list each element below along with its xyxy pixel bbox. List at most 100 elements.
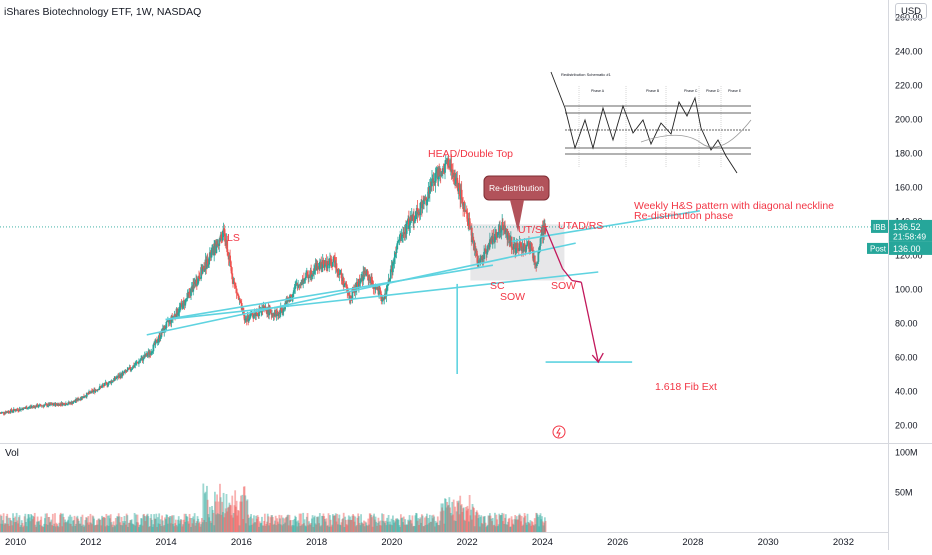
- candle-body: [25, 407, 28, 410]
- candle-body: [313, 271, 315, 275]
- candle-body: [428, 185, 431, 194]
- volume-bar: [14, 516, 17, 532]
- candle-body: [406, 220, 409, 222]
- volume-bar: [237, 510, 239, 532]
- volume-bar: [303, 523, 305, 532]
- volume-bar: [185, 516, 188, 532]
- volume-bar: [210, 522, 213, 532]
- volume-bar: [431, 515, 433, 532]
- volume-bar: [114, 526, 116, 532]
- volume-bar: [373, 513, 376, 532]
- volume-bar: [470, 509, 472, 532]
- volume-bar: [381, 520, 384, 532]
- volume-bar: [257, 516, 260, 532]
- candle-body: [154, 340, 157, 345]
- volume-bar: [117, 513, 120, 532]
- candle-body: [193, 281, 195, 284]
- volume-bar: [339, 524, 341, 532]
- volume-bar: [527, 521, 530, 532]
- volume-bar: [199, 526, 202, 532]
- volume-bar: [317, 516, 320, 532]
- volume-bar: [428, 523, 430, 532]
- candle-body: [231, 273, 234, 280]
- volume-bar: [107, 525, 110, 532]
- volume-bar: [449, 507, 451, 532]
- candle-body: [500, 229, 503, 232]
- candle-body: [281, 310, 284, 313]
- volume-bar: [239, 501, 242, 532]
- candle-body: [43, 405, 46, 407]
- candle-body: [512, 243, 515, 250]
- volume-bar: [481, 524, 484, 532]
- volume-bar: [143, 515, 146, 532]
- volume-bar: [272, 524, 275, 532]
- candle-body: [539, 238, 542, 246]
- volume-bar: [300, 513, 302, 532]
- volume-bar: [206, 485, 208, 532]
- volume-bar: [201, 522, 204, 532]
- candle-body: [348, 292, 351, 300]
- candle-body: [392, 262, 394, 273]
- volume-bar: [351, 515, 354, 532]
- volume-bar: [500, 514, 503, 532]
- candle-body: [74, 401, 77, 402]
- volume-bar: [38, 521, 40, 532]
- candle-body: [152, 344, 155, 352]
- volume-bar: [4, 523, 6, 532]
- candle-body: [533, 255, 536, 264]
- volume-bar: [198, 521, 201, 532]
- volume-bar: [454, 521, 457, 532]
- volume-bar: [9, 517, 12, 532]
- candle-body: [258, 308, 260, 317]
- volume-bar: [36, 516, 39, 532]
- volume-bar: [542, 525, 545, 532]
- volume-bar: [220, 514, 223, 532]
- volume-bar: [539, 513, 542, 532]
- volume-bar: [382, 514, 385, 532]
- candle-body: [374, 287, 377, 290]
- volume-bar: [59, 512, 62, 532]
- volume-bar: [341, 519, 344, 532]
- volume-bar: [508, 517, 511, 532]
- volume-bar: [462, 508, 465, 532]
- volume-bar: [520, 521, 522, 532]
- candle-body: [476, 255, 479, 266]
- candle-body: [226, 240, 229, 253]
- volume-bar: [238, 525, 241, 532]
- volume-bar: [12, 517, 15, 532]
- volume-bar: [318, 523, 321, 532]
- candle-body: [178, 307, 181, 313]
- candle-body: [26, 408, 29, 410]
- volume-bar: [335, 521, 338, 532]
- volume-bar: [253, 515, 255, 532]
- candle-body: [434, 172, 437, 183]
- currency-button[interactable]: USD: [895, 3, 927, 19]
- projection-segment: [562, 268, 573, 281]
- candle-body: [389, 269, 392, 279]
- volume-bar: [21, 522, 24, 532]
- volume-bar: [276, 518, 279, 532]
- volume-bar: [344, 519, 347, 532]
- volume-bar: [385, 525, 388, 532]
- volume-bar: [255, 515, 258, 532]
- volume-bar: [479, 516, 482, 532]
- candle-body: [230, 266, 233, 274]
- volume-bar: [496, 526, 499, 532]
- candle-body: [242, 308, 245, 311]
- volume-bar: [421, 515, 424, 532]
- candle-body: [499, 231, 502, 233]
- volume-bar: [271, 517, 274, 532]
- volume-bar: [366, 525, 369, 532]
- candle-body: [83, 396, 86, 398]
- candle-body: [172, 316, 175, 318]
- candle-body: [216, 241, 218, 245]
- volume-bar: [180, 519, 183, 532]
- volume-bar: [543, 522, 546, 532]
- annotation-note-2: Re-distribution phase: [634, 210, 733, 222]
- volume-bar: [0, 523, 1, 532]
- projection-segment: [580, 282, 599, 363]
- volume-bar: [77, 518, 80, 532]
- candle-body: [108, 381, 111, 383]
